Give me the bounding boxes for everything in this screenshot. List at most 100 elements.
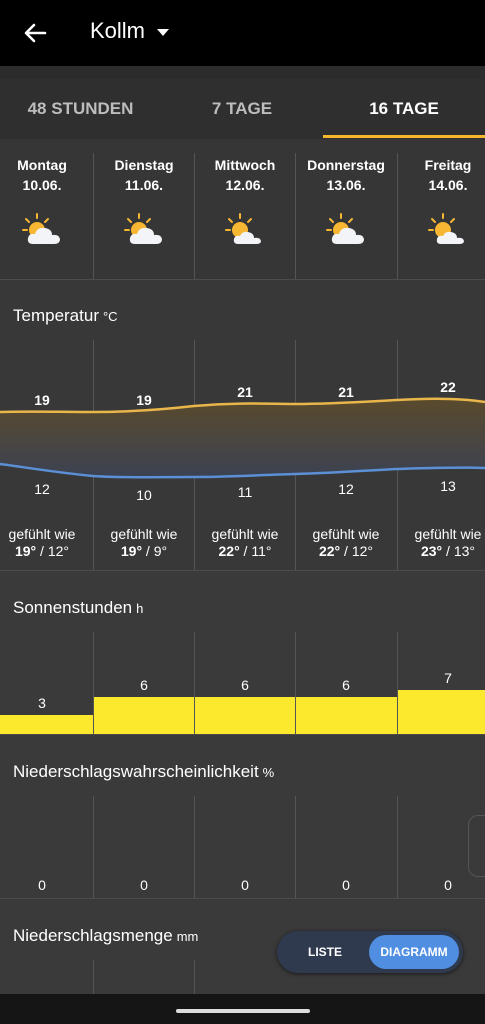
partly-cloudy-icon <box>124 213 162 244</box>
sunshine-title: Sonnenstunden h <box>13 598 144 617</box>
precip-probability-value: 0 <box>342 877 350 893</box>
tab-16-tage[interactable]: 16 TAGE <box>369 99 439 118</box>
felt-max: 19° <box>14 543 37 559</box>
list-view-button[interactable]: LISTE <box>307 945 342 959</box>
felt-label: gefühlt wie <box>110 526 178 542</box>
side-scroll-handle[interactable] <box>468 815 485 877</box>
felt-temperature: gefühlt wie 19° / 9° <box>94 526 194 560</box>
precip-probability-value: 0 <box>241 877 249 893</box>
felt-max: 23° <box>420 543 443 559</box>
day-header: Freitag 14.06. <box>398 155 485 195</box>
sunshine-bar <box>398 690 485 734</box>
felt-temperature: gefühlt wie 23° / 13° <box>398 526 485 560</box>
home-gesture-handle[interactable] <box>176 1009 310 1013</box>
felt-max: 22° <box>318 543 341 559</box>
column-divider <box>93 960 94 994</box>
column-divider <box>194 153 195 279</box>
temperature-unit: °C <box>102 309 118 324</box>
min-temperature-value: 12 <box>34 481 50 497</box>
day-date: 12.06. <box>225 177 265 193</box>
sunshine-value: 6 <box>342 677 350 693</box>
sunshine-bar <box>0 715 93 734</box>
active-tab-indicator <box>323 135 485 138</box>
sunshine-bar <box>94 697 194 734</box>
column-divider <box>194 960 195 994</box>
chart-view-button[interactable]: DIAGRAMM <box>369 935 459 969</box>
min-temperature-value: 12 <box>338 481 354 497</box>
sunshine-value: 6 <box>241 677 249 693</box>
felt-label: gefühlt wie <box>211 526 279 542</box>
column-divider <box>194 796 195 898</box>
sunshine-value: 7 <box>444 670 452 686</box>
column-divider <box>93 632 94 734</box>
felt-label: gefühlt wie <box>414 526 482 542</box>
day-date: 14.06. <box>428 177 468 193</box>
day-weekday: Montag <box>17 157 67 173</box>
sunshine-unit: h <box>136 601 144 616</box>
partly-cloudy-icon <box>22 213 60 244</box>
felt-min: / 12° <box>36 543 69 559</box>
column-divider <box>397 153 398 279</box>
column-divider <box>93 796 94 898</box>
section-divider <box>0 570 485 571</box>
tab-7-tage[interactable]: 7 TAGE <box>211 99 273 118</box>
header-strip <box>0 66 485 79</box>
view-toggle: LISTE DIAGRAMM <box>277 931 463 973</box>
partly-cloudy-icon <box>326 213 364 244</box>
precip-amount-unit: mm <box>176 929 199 944</box>
location-title[interactable]: Kollm <box>90 18 146 43</box>
tab-48-stunden[interactable]: 48 STUNDEN <box>27 99 134 118</box>
max-temperature-value: 21 <box>338 384 354 400</box>
day-date: 11.06. <box>124 177 164 193</box>
section-divider <box>0 898 485 899</box>
partly-cloudy-icon <box>225 213 261 244</box>
column-divider <box>295 632 296 734</box>
felt-min: / 12° <box>340 543 373 559</box>
felt-temperature: gefühlt wie 22° / 12° <box>296 526 396 560</box>
max-temperature-line <box>0 397 485 414</box>
felt-min: / 13° <box>442 543 475 559</box>
column-divider <box>295 796 296 898</box>
felt-label: gefühlt wie <box>8 526 76 542</box>
precip-probability-unit: % <box>262 765 275 780</box>
day-header: Dienstag 11.06. <box>94 155 194 195</box>
back-arrow-icon[interactable] <box>20 18 50 48</box>
day-weekday: Dienstag <box>114 157 174 173</box>
column-divider <box>194 632 195 734</box>
section-divider <box>0 734 485 735</box>
partly-cloudy-icon <box>428 213 464 244</box>
column-divider <box>397 632 398 734</box>
column-divider <box>397 796 398 898</box>
chevron-down-icon[interactable] <box>157 29 169 36</box>
felt-max: 19° <box>120 543 143 559</box>
column-divider <box>295 153 296 279</box>
day-header: Montag 10.06. <box>0 155 92 195</box>
min-temperature-value: 13 <box>440 478 456 494</box>
forecast-tabs: 48 STUNDEN 7 TAGE 16 TAGE <box>0 79 485 139</box>
temperature-title: Temperatur °C <box>13 306 118 325</box>
min-temperature-line <box>0 462 485 479</box>
precip-amount-title: Niederschlagsmenge mm <box>13 926 199 945</box>
day-date: 10.06. <box>22 177 62 193</box>
sunshine-bar <box>195 697 295 734</box>
column-divider <box>93 153 94 279</box>
day-weekday: Donnerstag <box>307 157 385 173</box>
temperature-range-area <box>0 398 485 478</box>
sunshine-value: 6 <box>140 677 148 693</box>
day-date: 13.06. <box>326 177 366 193</box>
felt-temperature: gefühlt wie 19° / 12° <box>0 526 92 560</box>
max-temperature-value: 21 <box>237 384 253 400</box>
min-temperature-value: 11 <box>237 484 253 500</box>
precip-probability-value: 0 <box>38 877 46 893</box>
app-bar: Kollm <box>0 0 485 66</box>
max-temperature-value: 22 <box>440 379 456 395</box>
temperature-chart <box>0 397 485 479</box>
max-temperature-value: 19 <box>136 392 152 408</box>
felt-min: / 11° <box>239 543 272 559</box>
sunshine-value: 3 <box>38 695 46 711</box>
felt-temperature: gefühlt wie 22° / 11° <box>195 526 295 560</box>
max-temperature-value: 19 <box>34 392 50 408</box>
day-header: Mittwoch 12.06. <box>195 155 295 195</box>
min-temperature-value: 10 <box>136 487 152 503</box>
sunshine-bar <box>296 697 397 734</box>
